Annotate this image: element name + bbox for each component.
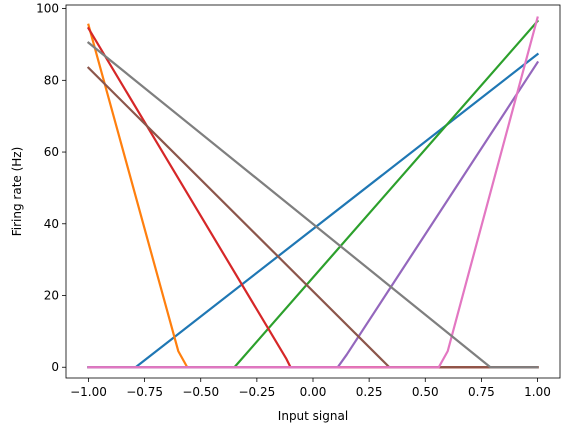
- y-tick-label: 80: [44, 73, 59, 87]
- x-tick-label: −1.00: [70, 385, 107, 399]
- x-tick-label: 0.50: [412, 385, 439, 399]
- x-tick-label: −0.50: [182, 385, 219, 399]
- y-tick-label: 60: [44, 145, 59, 159]
- x-tick-label: 0.25: [356, 385, 383, 399]
- x-axis-ticks: −1.00 −0.75 −0.50 −0.25 0.00 0.25 0.50 0.75 1.00: [70, 378, 551, 399]
- x-tick-label: 0.75: [468, 385, 495, 399]
- series-line-7: [87, 16, 539, 369]
- series-layer: [86, 16, 540, 369]
- x-tick-label: 0.00: [300, 385, 327, 399]
- y-tick-label: 20: [44, 289, 59, 303]
- x-tick-label: −0.25: [238, 385, 275, 399]
- y-axis-ticks: 0 20 40 60 80 100: [36, 2, 66, 374]
- series-line-8: [86, 41, 539, 369]
- y-tick-label: 0: [51, 360, 59, 374]
- y-tick-label: 100: [36, 2, 59, 16]
- y-tick-label: 40: [44, 217, 59, 231]
- y-axis-label: Firing rate (Hz): [10, 147, 24, 237]
- plot-area: [66, 5, 560, 378]
- x-axis-label: Input signal: [278, 409, 348, 423]
- x-tick-label: −0.75: [126, 385, 163, 399]
- x-tick-label: 1.00: [524, 385, 551, 399]
